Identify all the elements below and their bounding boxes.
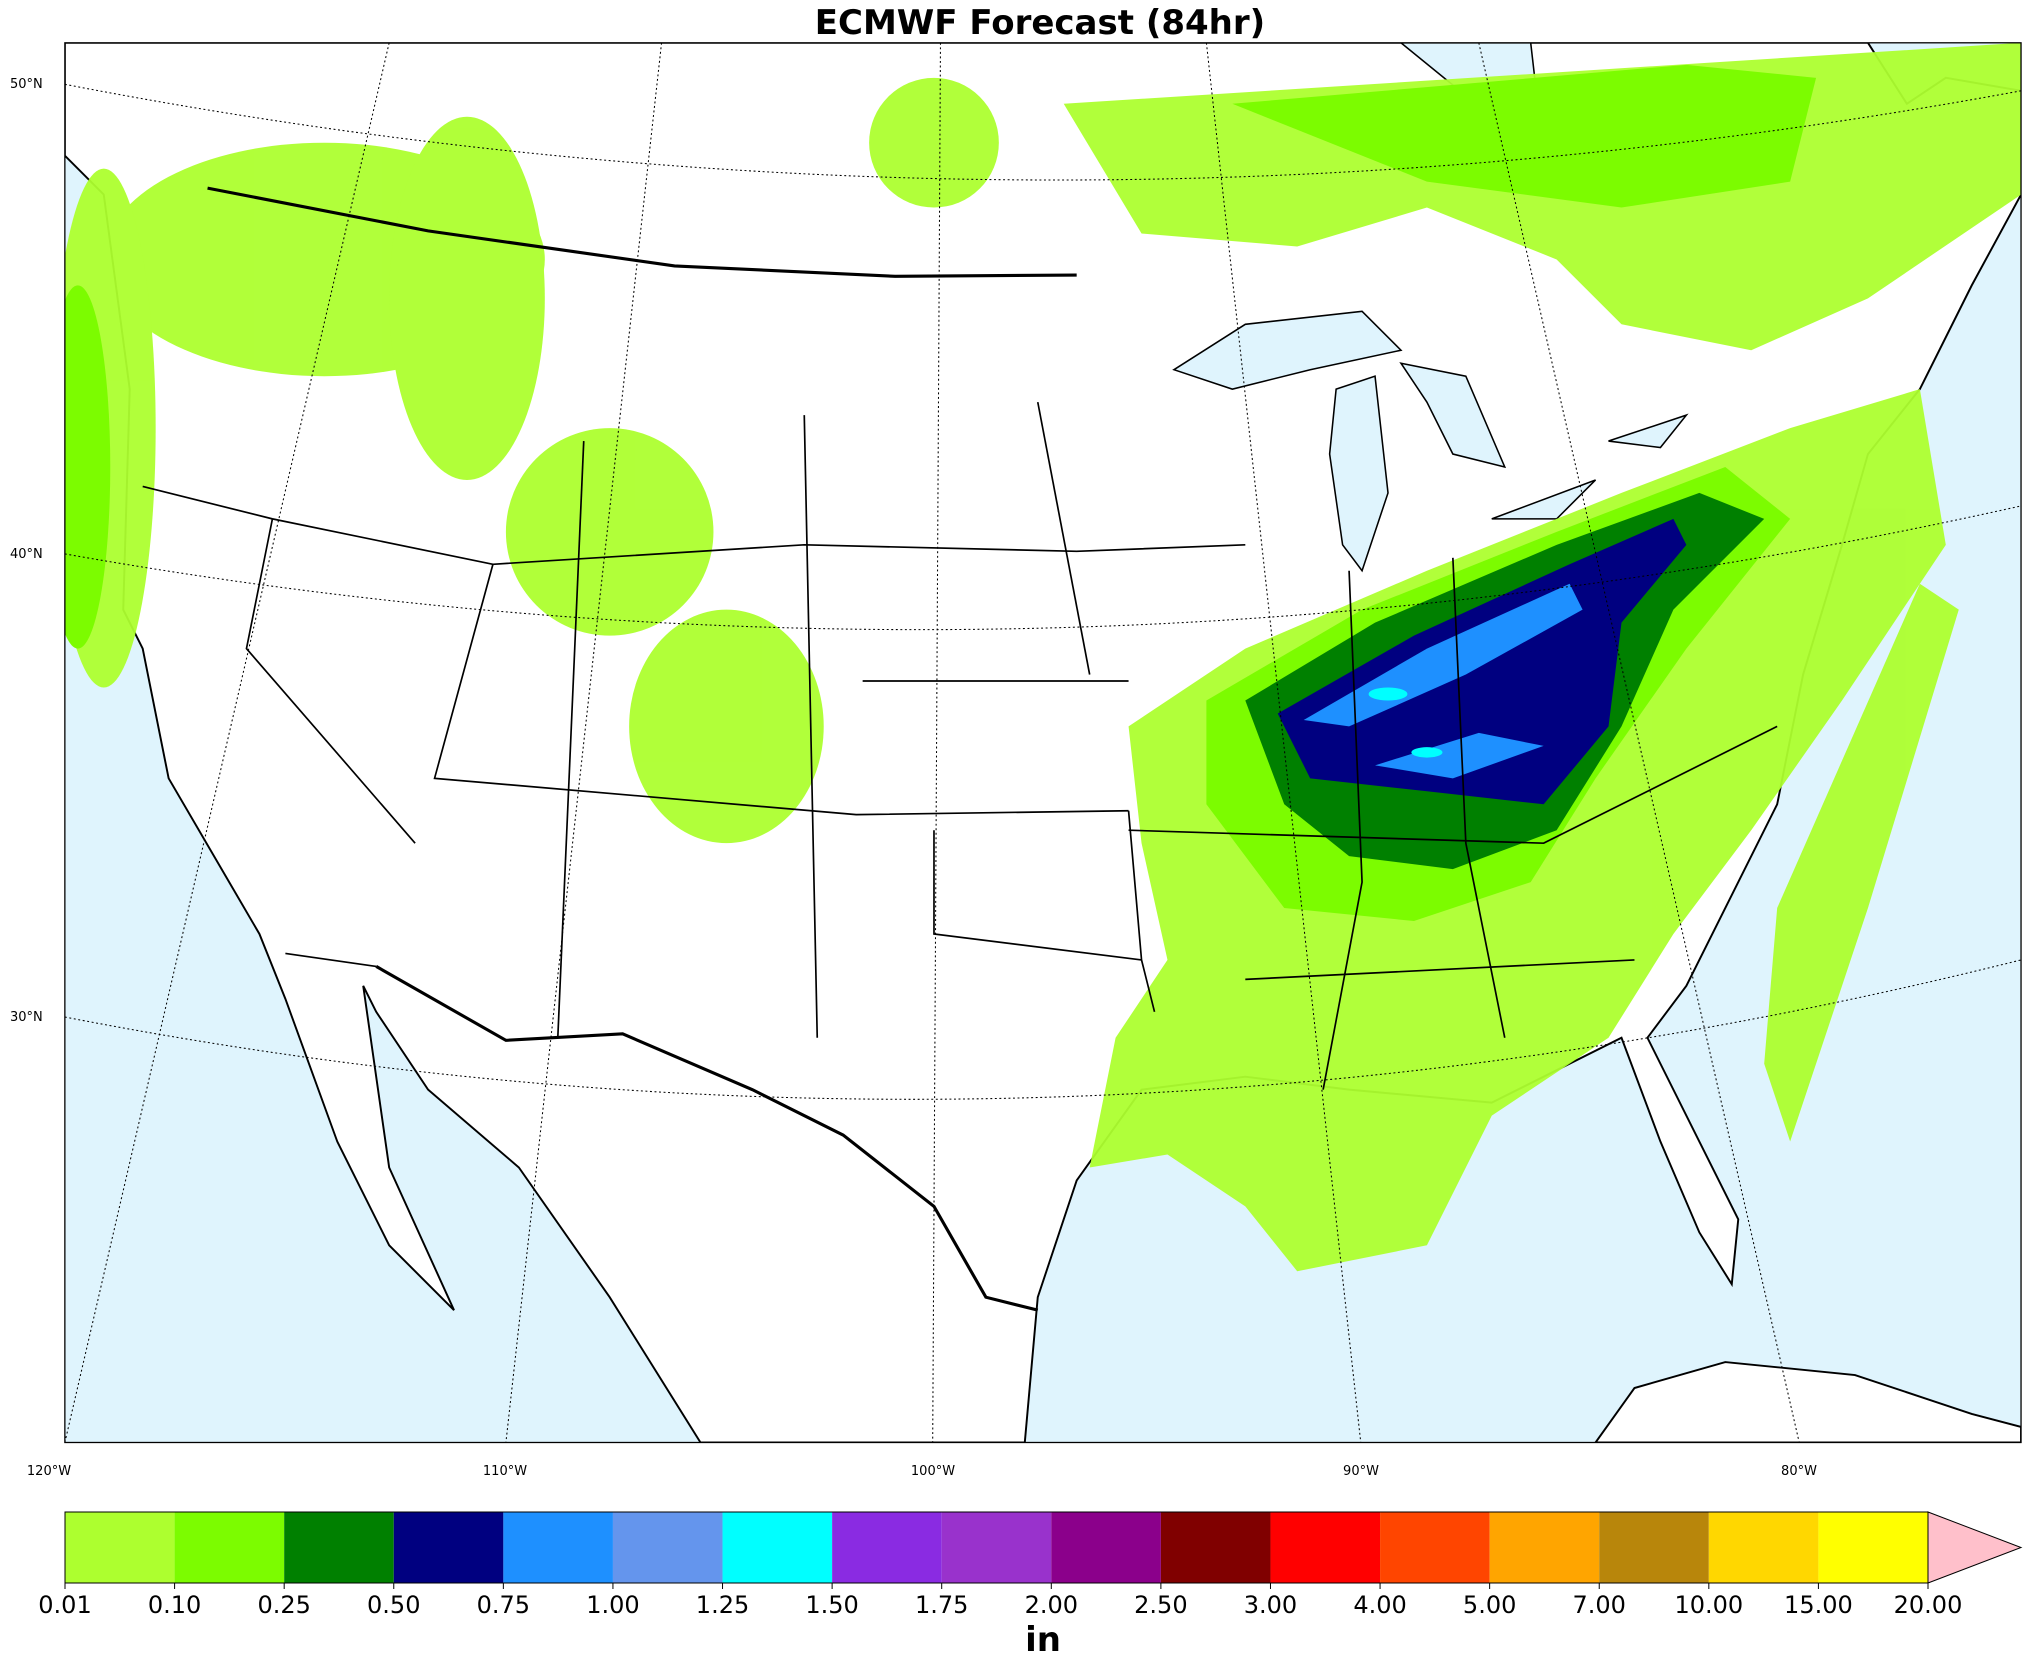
colorbar-segment: [1160, 1512, 1271, 1583]
colorbar-segment: [1380, 1512, 1490, 1583]
colorbar-tick-label: 10.00: [1674, 1591, 1743, 1619]
colorbar-tick-label: 1.75: [915, 1591, 968, 1619]
graticule: [64, 42, 2022, 1443]
colorbar-tick-label: 0.50: [367, 1591, 420, 1619]
colorbar-tick-label: 2.50: [1134, 1591, 1187, 1619]
colorbar-tick-label: 4.00: [1353, 1591, 1406, 1619]
cuba: [1594, 1361, 2022, 1443]
lon-label: 110°W: [483, 1464, 527, 1479]
colorbar-tick-label: 1.00: [586, 1591, 639, 1619]
lon-label: 120°W: [27, 1464, 71, 1479]
lat-label: 50°N: [10, 77, 43, 92]
colorbar-tick-label: 5.00: [1463, 1591, 1516, 1619]
colorbar-segment: [1051, 1512, 1161, 1583]
colorbar-segment: [722, 1512, 833, 1583]
colorbar-segment: [174, 1512, 285, 1583]
colorbar-segment: [1818, 1512, 1928, 1583]
colorbar-tick-label: 1.50: [805, 1591, 858, 1619]
lon-label: 90°W: [1343, 1464, 1379, 1479]
map-frame: [64, 42, 2022, 1444]
colorbar-segment: [1599, 1512, 1709, 1583]
axis-labels: 50°N 40°N 30°N 120°W 110°W 100°W 90°W 80°W: [10, 77, 1817, 1479]
colorbar-segment: [1489, 1512, 1600, 1583]
colorbar-segment: [284, 1512, 394, 1583]
colorbar-frame: [64, 1511, 1929, 1584]
lon-label: 100°W: [911, 1464, 955, 1479]
colorbar-tick-label: 15.00: [1784, 1591, 1853, 1619]
colorbar-unit: in: [1025, 1620, 1061, 1660]
great-lakes: [1172, 310, 1689, 573]
lat-label: 30°N: [10, 1010, 43, 1025]
colorbar-segment: [393, 1512, 504, 1583]
colorbar-tick-label: 1.25: [696, 1591, 749, 1619]
borders: [142, 186, 1778, 1312]
colorbar-tick-label: 0.75: [477, 1591, 530, 1619]
colorbar-tick-label: 3.00: [1244, 1591, 1297, 1619]
colorbar-segment: [1708, 1512, 1819, 1583]
colorbar-segment: [65, 1512, 175, 1583]
colorbar-tick-label: 2.00: [1025, 1591, 1078, 1619]
colorbar-tick-label: 0.01: [38, 1591, 91, 1619]
colorbar-tick-label: 7.00: [1573, 1591, 1626, 1619]
colorbar-segment: [832, 1512, 942, 1583]
colorbar-tick-label: 0.10: [148, 1591, 201, 1619]
colorbar-segment: [1270, 1512, 1381, 1583]
rain-peak: [1368, 687, 1443, 758]
lon-label: 80°W: [1781, 1464, 1817, 1479]
map: [64, 42, 2022, 1444]
colorbar-tick-label: 20.00: [1894, 1591, 1963, 1619]
title: ECMWF Forecast (84hr): [815, 3, 1265, 43]
colorbar-segment: [941, 1512, 1052, 1583]
lat-label: 40°N: [10, 547, 43, 562]
colorbar-extend: [1927, 1511, 2023, 1584]
colorbar-segment: [503, 1512, 613, 1583]
colorbar-tick-label: 0.25: [257, 1591, 310, 1619]
colorbar-segment: [612, 1512, 723, 1583]
colorbar: 0.01 0.10 0.25 0.50 0.75 1.00 1.25 1.50 1.75 2.00…: [38, 1511, 2023, 1660]
